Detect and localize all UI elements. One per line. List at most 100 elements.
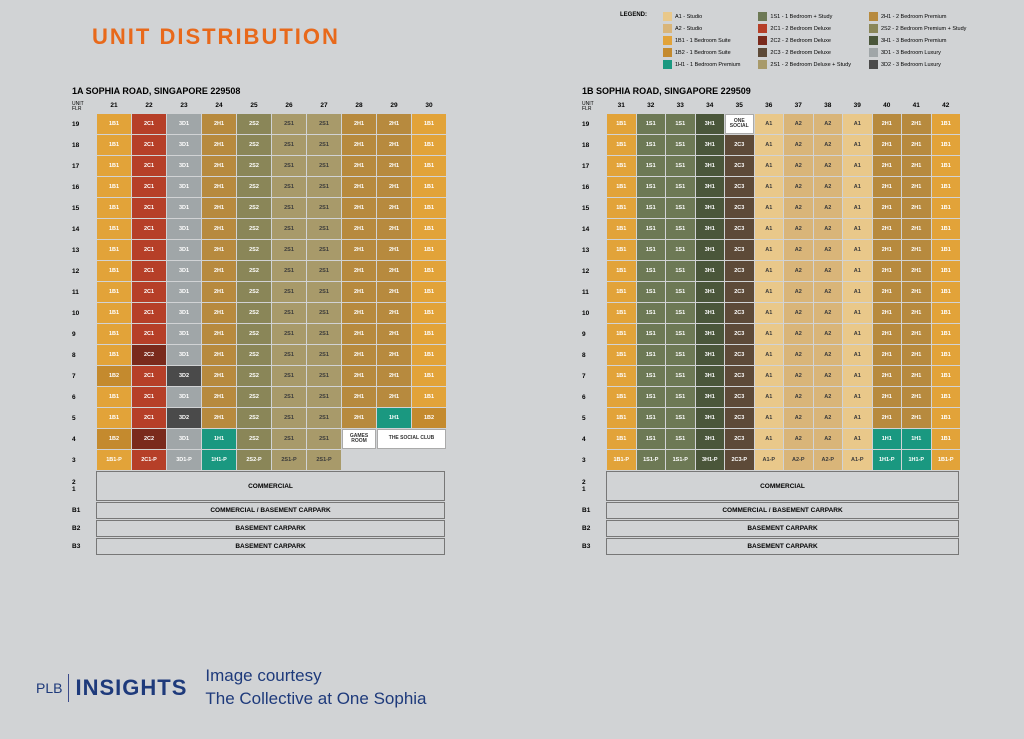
unit-cell: 2H1 <box>342 240 376 260</box>
unit-cell: 2H1 <box>902 387 931 407</box>
unit-cell: 2H1 <box>902 345 931 365</box>
unit-cell: 1B1 <box>932 198 961 218</box>
unit-cell: A1 <box>843 177 872 197</box>
unit-cell: A1 <box>755 240 784 260</box>
unit-cell: 2H1 <box>377 345 411 365</box>
page-title: UNIT DISTRIBUTION <box>92 24 340 50</box>
row-header: 7 <box>582 366 606 386</box>
legend-text: 1S1 - 1 Bedroom + Study <box>770 14 832 20</box>
unit-cell: 3D1 <box>167 240 201 260</box>
unit-cell: 3H1 <box>696 135 725 155</box>
unit-cell: 1B1 <box>412 135 446 155</box>
row-header: 11 <box>72 282 96 302</box>
legend-item: 1S1 - 1 Bedroom + Study <box>758 12 851 21</box>
unit-cell: 1B1 <box>932 135 961 155</box>
unit-cell: A2 <box>784 366 813 386</box>
unit-cell: 1B1 <box>97 135 131 155</box>
unit-cell: 2H1 <box>342 177 376 197</box>
unit-cell: 2S1 <box>307 282 341 302</box>
unit-cell: 2S2 <box>237 282 271 302</box>
unit-cell: 2C3 <box>725 366 754 386</box>
unit-cell: A1 <box>755 408 784 428</box>
unit-cell: 1S1 <box>666 345 695 365</box>
unit-cell: 2H1 <box>873 198 902 218</box>
plb-logo: PLB INSIGHTS <box>36 674 187 702</box>
legend-item: 2C3 - 2 Bedroom Deluxe <box>758 48 851 57</box>
unit-cell: 1B2 <box>97 429 131 449</box>
col-header: 37 <box>784 102 813 114</box>
unit-cell: 1B1 <box>412 156 446 176</box>
unit-cell: 1B1 <box>932 240 961 260</box>
unit-cell: 1B1 <box>932 324 961 344</box>
unit-flr-label: UNITFLR <box>582 102 606 112</box>
unit-cell: A1 <box>843 114 872 134</box>
unit-cell: 3D1 <box>167 345 201 365</box>
unit-cell: 1S1 <box>666 114 695 134</box>
unit-cell: 2H1 <box>342 135 376 155</box>
unit-cell: A1 <box>755 219 784 239</box>
unit-cell: 2H1 <box>902 303 931 323</box>
unit-cell: A2 <box>784 114 813 134</box>
unit-cell: 2S1 <box>307 114 341 134</box>
unit-cell: 2H1 <box>342 408 376 428</box>
row-header: 19 <box>72 114 96 134</box>
footer-label: B1 <box>72 502 96 519</box>
row-header: 8 <box>72 345 96 365</box>
unit-cell: 2C2 <box>132 345 166 365</box>
unit-cell: A1 <box>843 282 872 302</box>
legend-item: 2C1 - 2 Bedroom Deluxe <box>758 24 851 33</box>
footer-label: B3 <box>72 538 96 555</box>
unit-cell: 2H1 <box>202 219 236 239</box>
unit-cell: 2S1 <box>272 261 306 281</box>
unit-cell: 2H1 <box>902 156 931 176</box>
unit-cell: 1B1 <box>932 156 961 176</box>
legend-item: A2 - Studio <box>663 24 740 33</box>
footer-row: 21COMMERCIAL <box>582 471 959 501</box>
unit-cell: A2 <box>784 429 813 449</box>
unit-cell: A2 <box>814 261 843 281</box>
unit-cell: A2 <box>784 324 813 344</box>
unit-cell: 1B1 <box>412 240 446 260</box>
unit-cell: 2H1 <box>873 261 902 281</box>
unit-cell: 3H1 <box>696 303 725 323</box>
unit-cell: A2 <box>814 156 843 176</box>
unit-cell: A1 <box>755 177 784 197</box>
unit-cell: 1S1-P <box>637 450 666 470</box>
unit-cell: A1 <box>843 408 872 428</box>
unit-cell: 2H1 <box>873 324 902 344</box>
unit-cell: 1B1 <box>607 345 636 365</box>
unit-cell: 1B1 <box>412 261 446 281</box>
unit-cell: A1 <box>843 324 872 344</box>
unit-cell: A2 <box>814 408 843 428</box>
unit-cell: 2C1 <box>132 261 166 281</box>
unit-cell: 1B1 <box>97 282 131 302</box>
swatch-icon <box>869 60 878 69</box>
unit-cell: 1H1-P <box>873 450 902 470</box>
footer-cell: BASEMENT CARPARK <box>606 520 959 537</box>
unit-cell: 1B1 <box>412 345 446 365</box>
unit-cell: 1B1 <box>412 219 446 239</box>
unit-cell: 3H1 <box>696 366 725 386</box>
legend-text: 2S2 - 2 Bedroom Premium + Study <box>881 26 966 32</box>
unit-cell: 3D2 <box>167 366 201 386</box>
unit-cell: 2H1 <box>202 345 236 365</box>
row-header: 13 <box>72 240 96 260</box>
unit-cell: 2S1 <box>307 219 341 239</box>
legend-item: 2H1 - 2 Bedroom Premium <box>869 12 966 21</box>
unit-cell: 2S1-P <box>272 450 306 470</box>
unit-cell: A2 <box>784 198 813 218</box>
unit-cell: 1S1 <box>666 240 695 260</box>
unit-cell: 2C3 <box>725 429 754 449</box>
unit-cell: A1 <box>843 429 872 449</box>
unit-cell: 2H1 <box>202 240 236 260</box>
footer-label: B2 <box>72 520 96 537</box>
unit-cell: 1S1 <box>666 303 695 323</box>
unit-cell: 3H1 <box>696 198 725 218</box>
unit-cell: A1 <box>755 156 784 176</box>
unit-cell: 3H1 <box>696 387 725 407</box>
unit-cell: 2H1 <box>902 135 931 155</box>
unit-cell: 3D1 <box>167 114 201 134</box>
unit-cell: 3H1 <box>696 282 725 302</box>
unit-cell: A2 <box>784 219 813 239</box>
unit-cell: A2 <box>784 156 813 176</box>
